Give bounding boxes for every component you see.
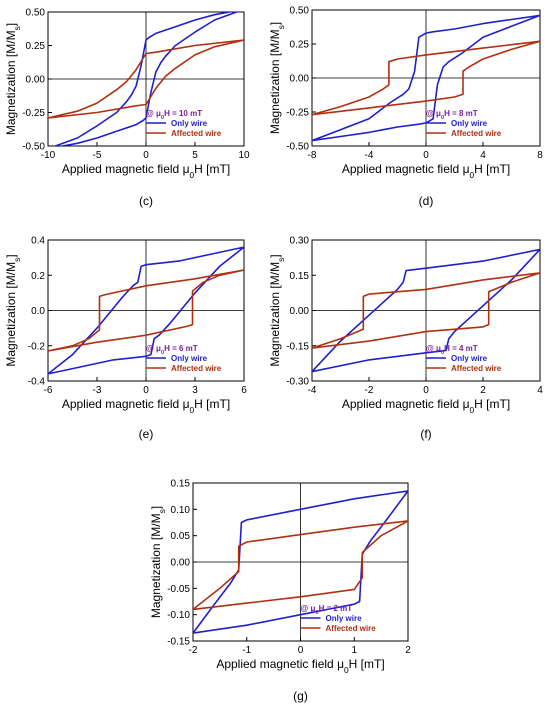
series-line-affected-wire [312,272,540,349]
panel-caption: (g) [293,689,308,703]
y-tick-label: 0.15 [290,271,310,282]
series-line-only-wire [53,12,239,146]
y-tick-label: -0.15 [167,637,190,648]
y-tick-label: 0.00 [290,74,310,85]
panel-caption: (e) [139,427,154,441]
series-line-only-wire [48,246,244,375]
y-tick-label: 0.30 [290,236,310,247]
x-tick-label: 0 [298,645,304,656]
y-tick-label: 0.00 [26,75,46,86]
x-tick-label: 2 [405,645,411,656]
y-tick-label: 0.25 [290,40,310,51]
y-tick-label: -0.4 [28,377,46,388]
legend-label: Affected wire [451,364,502,373]
series-line-affected-wire [193,520,408,611]
y-tick-label: -0.50 [22,142,45,153]
x-tick-label: 0 [423,385,429,396]
chart-panel-2: -8 -4 0 4 8 -0.50 -0.25 0.00 0.25 0.50 @ μ0H = 8 m… [268,6,543,209]
x-tick-label: -6 [44,385,53,396]
y-axis-label: Magnetization [M/Ms] [4,23,22,135]
x-tick-label: 6 [241,385,247,396]
x-axis-label: Applied magnetic field μ0H [mT] [342,162,510,180]
y-tick-label: -0.10 [167,610,190,621]
y-axis-label: Magnetization [M/Ms] [4,254,22,366]
x-tick-label: 8 [537,150,543,161]
y-tick-label: -0.15 [286,341,309,352]
x-tick-label: -5 [93,150,102,161]
series-line-affected-wire [312,40,540,116]
x-tick-label: -4 [308,385,317,396]
y-tick-label: -0.30 [286,377,309,388]
field-annotation: @ μ0H = 2 mT [301,604,353,616]
chart-panel-5: -2 -1 0 1 2 -0.15 -0.10 -0.05 0.00 0.05 0.10 0.15 @ … [149,479,411,704]
y-tick-label: 0.2 [31,271,45,282]
y-tick-label: 0.25 [26,41,46,52]
series-line-affected-wire [48,269,244,352]
x-tick-label: 0 [423,150,429,161]
field-annotation: @ μ0H = 10 mT [146,109,202,121]
x-tick-label: 10 [238,150,250,161]
x-tick-label: 2 [480,385,486,396]
x-axis-label: Applied magnetic field μ0H [mT] [62,397,230,415]
series-line-only-wire [312,248,540,373]
y-tick-label: 0.4 [31,236,45,247]
legend-label: Only wire [451,119,488,128]
legend-label: Only wire [451,354,488,363]
chart-panel-3: -6 -3 0 3 6 -0.4 -0.2 0.0 0.2 0.4 @ μ0H = 6 mTOnly… [4,236,247,442]
y-tick-label: -0.2 [28,341,46,352]
y-tick-label: 0.15 [171,479,191,490]
y-tick-label: 0.00 [290,306,310,317]
x-tick-label: -8 [308,150,317,161]
field-annotation: @ μ0H = 6 mT [146,344,198,356]
panel-caption: (c) [139,194,153,208]
y-axis-label: Magnetization [M/Ms] [268,254,286,366]
y-tick-label: -0.25 [22,108,45,119]
x-tick-label: 4 [537,385,543,396]
y-tick-label: 0.50 [26,8,46,19]
y-tick-label: 0.0 [31,306,45,317]
x-axis-label: Applied magnetic field μ0H [mT] [342,397,510,415]
x-tick-label: -3 [93,385,102,396]
x-tick-label: -2 [365,385,374,396]
legend-label: Affected wire [171,364,222,373]
x-tick-label: 1 [351,645,357,656]
x-tick-label: 4 [480,150,486,161]
field-annotation: @ μ0H = 4 mT [426,344,478,356]
x-tick-label: 0 [143,150,149,161]
x-tick-label: 3 [192,385,198,396]
legend-label: Affected wire [171,129,222,138]
y-tick-label: 0.10 [171,505,191,516]
panel-caption: (f) [420,427,431,441]
panel-caption: (d) [419,194,434,208]
y-tick-label: -0.05 [167,584,190,595]
y-tick-label: -0.25 [286,108,309,119]
legend-label: Affected wire [451,129,502,138]
y-tick-label: -0.50 [286,142,309,153]
chart-panel-4: -4 -2 0 2 4 -0.30 -0.15 0.00 0.15 0.30 @ μ0H = 4 m… [268,236,543,442]
x-tick-label: -1 [242,645,251,656]
x-tick-label: -4 [365,150,374,161]
y-axis-label: Magnetization [M/Ms] [268,22,286,134]
x-axis-label: Applied magnetic field μ0H [mT] [62,162,230,180]
x-tick-label: -10 [41,150,56,161]
y-tick-label: 0.00 [171,558,191,569]
legend-label: Affected wire [326,624,377,633]
series-line-only-wire [312,14,540,142]
x-tick-label: 0 [143,385,149,396]
y-axis-label: Magnetization [M/Ms] [149,506,167,618]
series-line-affected-wire [48,39,244,119]
x-axis-label: Applied magnetic field μ0H [mT] [216,657,384,675]
y-tick-label: 0.50 [290,6,310,17]
field-annotation: @ μ0H = 8 mT [426,109,478,121]
chart-panel-1: -10 -5 0 5 10 -0.50 -0.25 0.00 0.25 0.50 @ μ0H = 1… [4,8,250,209]
legend-label: Only wire [326,614,363,623]
legend-label: Only wire [171,354,208,363]
x-tick-label: 5 [192,150,198,161]
x-tick-label: -2 [189,645,198,656]
legend-label: Only wire [171,119,208,128]
y-tick-label: 0.05 [171,531,191,542]
